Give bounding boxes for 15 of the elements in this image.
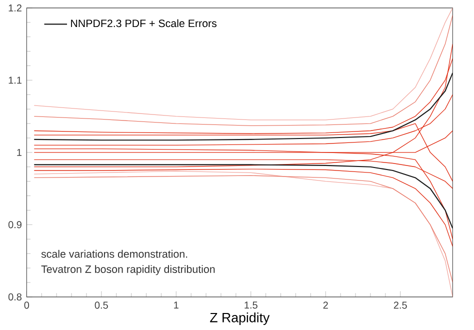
- x-tick-label: 2.5: [394, 302, 407, 309]
- y-tick-label: 1.1: [8, 76, 22, 84]
- y-tick-label: 1: [17, 149, 22, 156]
- x-axis-title: Z Rapidity: [210, 312, 270, 325]
- x-tick-label: 1.5: [244, 302, 258, 309]
- y-tick-label: 1.2: [8, 4, 22, 12]
- annotation: Tevatron Z boson rapidity distribution: [41, 265, 215, 276]
- legend-label: NNPDF2.3 PDF + Scale Errors: [71, 19, 217, 28]
- y-tick-label: 0.9: [8, 221, 22, 228]
- x-tick-label: 0.5: [94, 302, 108, 309]
- x-tick-label: 0: [24, 302, 30, 309]
- x-tick-label: 1: [174, 302, 178, 309]
- y-tick-label: 0.8: [8, 293, 22, 300]
- annotation: scale variations demonstration.: [41, 250, 188, 258]
- x-tick-label: 2: [323, 302, 328, 309]
